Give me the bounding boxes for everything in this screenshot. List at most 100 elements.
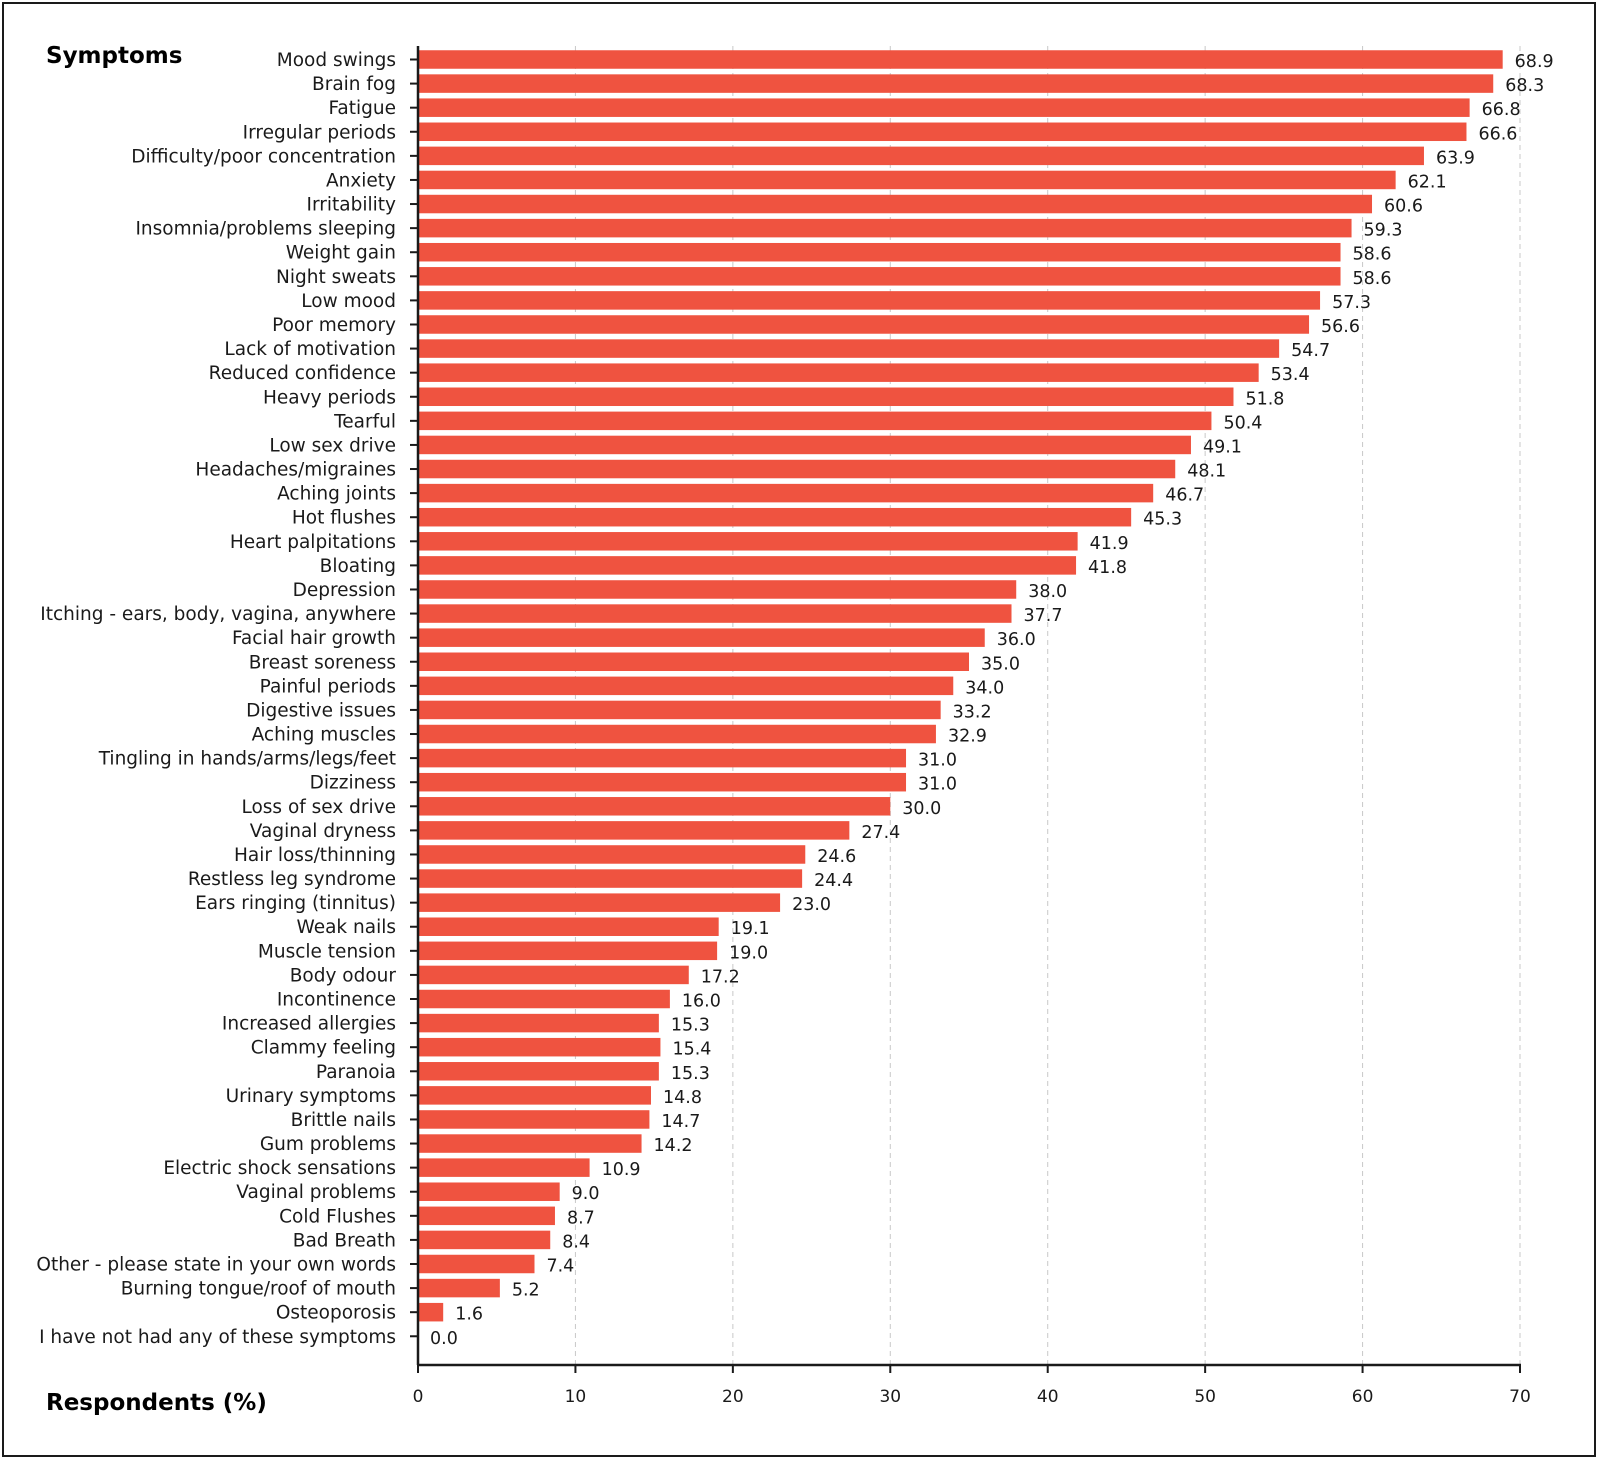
bar-4 bbox=[418, 146, 1424, 166]
bar-36 bbox=[418, 917, 719, 936]
bar-8 bbox=[418, 242, 1341, 262]
bar-42 bbox=[418, 1062, 659, 1081]
category-label: Difficulty/poor concentration bbox=[131, 146, 396, 167]
bar-0 bbox=[418, 50, 1503, 69]
bar-26 bbox=[418, 676, 954, 696]
bar-13 bbox=[418, 363, 1259, 382]
category-label: Vaginal dryness bbox=[250, 821, 396, 842]
value-label: 60.6 bbox=[1384, 197, 1423, 217]
value-label: 63.9 bbox=[1436, 148, 1475, 168]
x-axis-title: Respondents (%) bbox=[46, 1390, 267, 1416]
x-tick-label: 10 bbox=[565, 1387, 587, 1407]
bar-1 bbox=[418, 74, 1494, 93]
category-label: Itching - ears, body, vagina, anywhere bbox=[40, 604, 396, 625]
category-label: Ears ringing (tinnitus) bbox=[195, 893, 396, 914]
value-label: 66.8 bbox=[1482, 100, 1521, 120]
value-label: 9.0 bbox=[572, 1184, 600, 1204]
value-label: 30.0 bbox=[902, 799, 941, 819]
bar-46 bbox=[418, 1158, 590, 1177]
category-label: Painful periods bbox=[260, 676, 396, 697]
value-label: 15.3 bbox=[671, 1064, 710, 1084]
bar-9 bbox=[418, 267, 1341, 286]
bar-18 bbox=[418, 483, 1154, 503]
category-label: Weight gain bbox=[286, 243, 396, 264]
bar-11 bbox=[418, 315, 1310, 334]
value-label: 1.6 bbox=[455, 1305, 483, 1325]
bar-30 bbox=[418, 772, 907, 792]
axes: 0 10 20 30 40 50 60 70 bbox=[410, 46, 1531, 1407]
bar-41 bbox=[418, 1037, 661, 1057]
value-label: 45.3 bbox=[1143, 510, 1182, 530]
value-label: 68.3 bbox=[1505, 76, 1544, 96]
value-label: 37.7 bbox=[1024, 606, 1063, 626]
category-label: Vaginal problems bbox=[236, 1182, 396, 1203]
category-label: Low mood bbox=[301, 291, 396, 312]
bar-28 bbox=[418, 724, 936, 744]
bar-44 bbox=[418, 1110, 650, 1129]
value-label: 19.1 bbox=[731, 919, 770, 939]
value-label: 41.8 bbox=[1088, 558, 1127, 578]
x-tick-label: 50 bbox=[1194, 1387, 1216, 1407]
category-label: Osteoporosis bbox=[276, 1303, 396, 1324]
category-label: Brain fog bbox=[312, 74, 396, 95]
bar-50 bbox=[418, 1254, 535, 1274]
bar-21 bbox=[418, 556, 1077, 575]
category-label: Aching muscles bbox=[252, 725, 396, 746]
value-label: 31.0 bbox=[918, 751, 957, 771]
value-label: 53.4 bbox=[1271, 365, 1310, 385]
value-label: 15.3 bbox=[671, 1016, 710, 1036]
bar-10 bbox=[418, 291, 1321, 310]
value-label: 48.1 bbox=[1187, 462, 1226, 482]
bar-7 bbox=[418, 218, 1352, 238]
bar-22 bbox=[418, 580, 1017, 599]
bar-45 bbox=[418, 1134, 642, 1153]
value-label: 62.1 bbox=[1408, 172, 1447, 192]
bar-37 bbox=[418, 941, 718, 961]
bar-27 bbox=[418, 700, 941, 720]
value-label: 38.0 bbox=[1028, 582, 1067, 602]
value-label: 34.0 bbox=[965, 678, 1004, 698]
bar-15 bbox=[418, 411, 1212, 431]
category-label: Incontinence bbox=[277, 990, 396, 1011]
bar-19 bbox=[418, 507, 1132, 527]
value-label: 10.9 bbox=[602, 1160, 641, 1180]
bar-31 bbox=[418, 797, 891, 816]
bar-49 bbox=[418, 1230, 551, 1250]
value-label: 5.2 bbox=[512, 1281, 540, 1301]
category-label: Lack of motivation bbox=[224, 339, 396, 360]
category-label: Poor memory bbox=[272, 315, 396, 336]
value-label: 19.0 bbox=[729, 943, 768, 963]
value-label: 68.9 bbox=[1515, 52, 1554, 72]
category-label: Breast soreness bbox=[249, 652, 396, 673]
bar-12 bbox=[418, 339, 1280, 358]
category-label: Paranoia bbox=[316, 1062, 396, 1083]
value-label: 24.4 bbox=[814, 871, 853, 891]
category-label: Headaches/migraines bbox=[195, 460, 396, 481]
category-label: Irritability bbox=[307, 195, 396, 216]
bar-6 bbox=[418, 194, 1373, 214]
category-label: Restless leg syndrome bbox=[188, 869, 396, 890]
category-label: Fatigue bbox=[328, 98, 396, 119]
bar-33 bbox=[418, 845, 806, 864]
value-label: 49.1 bbox=[1203, 437, 1242, 457]
bar-16 bbox=[418, 435, 1191, 455]
bar-23 bbox=[418, 604, 1012, 623]
value-label: 35.0 bbox=[981, 654, 1020, 674]
category-label: Heavy periods bbox=[263, 387, 396, 408]
category-label: Facial hair growth bbox=[232, 628, 396, 649]
category-label: Muscle tension bbox=[258, 941, 396, 962]
y-axis-title: Symptoms bbox=[46, 43, 182, 69]
value-label: 50.4 bbox=[1223, 413, 1262, 433]
category-label: Dizziness bbox=[310, 773, 396, 794]
category-label: Loss of sex drive bbox=[241, 797, 396, 818]
bar-14 bbox=[418, 387, 1234, 407]
value-label: 14.2 bbox=[654, 1136, 693, 1156]
bar-24 bbox=[418, 628, 985, 647]
category-label: Tearful bbox=[333, 411, 396, 432]
category-label: Clammy feeling bbox=[251, 1038, 396, 1059]
bar-47 bbox=[418, 1182, 560, 1201]
x-tick-label: 30 bbox=[879, 1387, 901, 1407]
bar-43 bbox=[418, 1086, 651, 1105]
category-label: Brittle nails bbox=[291, 1110, 396, 1131]
